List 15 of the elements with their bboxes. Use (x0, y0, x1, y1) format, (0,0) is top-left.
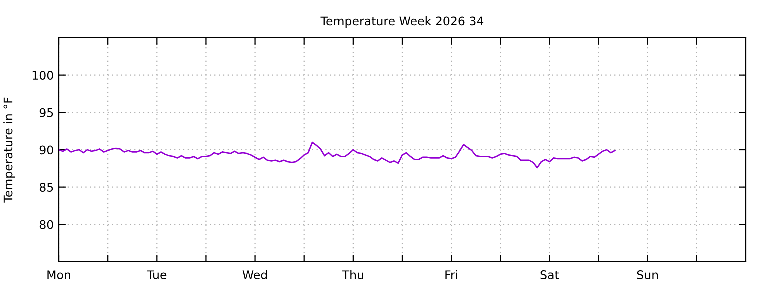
x-tick-label: Fri (446, 270, 458, 280)
y-tick-label: 80 (40, 220, 54, 230)
x-tick-label: Tue (147, 270, 167, 280)
y-tick-label: 100 (32, 71, 54, 80)
x-tick-label: Thu (342, 270, 364, 280)
line-series (59, 142, 616, 169)
y-tick-label: 95 (40, 108, 54, 118)
y-tick-label: 85 (40, 183, 54, 192)
y-axis-title: Temperature in °F (4, 98, 15, 203)
x-tick-label: Mon (48, 270, 70, 280)
chart-title: Temperature Week 2026 34 (320, 16, 484, 28)
x-tick-label: Wed (242, 270, 268, 280)
x-tick-label: Sun (637, 270, 658, 280)
x-tick-label: Sat (540, 270, 560, 280)
y-tick-label: 90 (40, 146, 54, 155)
